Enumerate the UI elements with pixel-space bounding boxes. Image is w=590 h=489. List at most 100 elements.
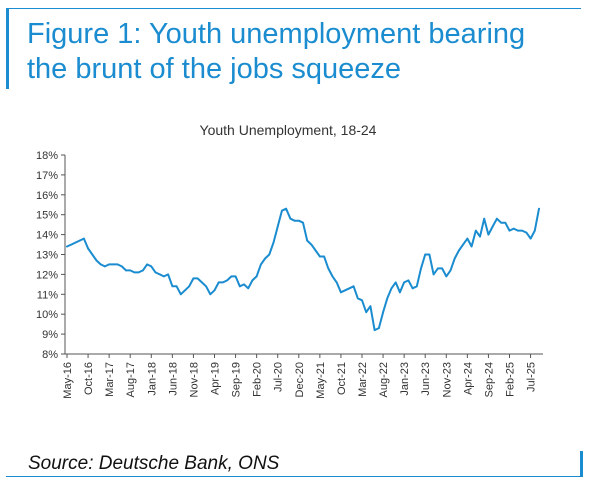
data-point: [205, 285, 207, 288]
data-point: [521, 229, 523, 232]
data-point: [445, 275, 448, 278]
data-point: [116, 263, 119, 266]
data-point: [66, 245, 68, 248]
data-point: [344, 289, 346, 292]
data-point: [335, 281, 338, 284]
y-tick-label: 15%: [36, 210, 58, 222]
data-point: [479, 235, 481, 238]
data-point: [449, 269, 452, 272]
data-point: [348, 287, 351, 290]
y-tick-label: 11%: [37, 289, 58, 301]
data-point: [125, 269, 127, 272]
x-tick-label: Jul-20: [273, 362, 285, 392]
y-tick-label: 14%: [36, 230, 58, 242]
data-point: [264, 257, 266, 260]
data-point: [281, 209, 283, 212]
y-tick-label: 12%: [36, 269, 58, 281]
data-point: [293, 219, 296, 222]
y-axis: 8% 9% 10% 11% 12% 13% 14% 15% 16% 17% 18%: [36, 150, 66, 361]
data-point: [415, 285, 418, 288]
data-point: [500, 221, 502, 224]
x-tick-label: Feb-20: [252, 362, 264, 397]
data-point: [213, 289, 216, 292]
x-tick-label: Apr-19: [210, 362, 222, 395]
x-tick-label: Feb-25: [505, 362, 517, 397]
x-tick-label: Jan-18: [146, 362, 158, 396]
data-point: [331, 275, 334, 278]
x-tick-label: Oct-21: [336, 362, 348, 395]
data-point: [285, 207, 287, 210]
x-tick-label: Sep-24: [483, 362, 495, 397]
data-point: [150, 265, 153, 268]
data-point: [411, 287, 414, 290]
data-point: [470, 245, 473, 248]
data-point: [483, 217, 486, 220]
data-point: [83, 237, 85, 240]
data-point: [87, 247, 89, 250]
data-point: [487, 233, 490, 236]
data-point: [167, 273, 169, 276]
data-point: [394, 281, 397, 284]
data-point: [129, 269, 132, 272]
data-point: [217, 281, 220, 284]
data-point: [272, 241, 275, 244]
x-axis: May-16 Oct-16 Mar-17 Aug-17 Jan-18 Jun-18 Nov-…: [62, 353, 543, 399]
data-point: [517, 229, 519, 232]
figure-title: Figure 1: Youth unemployment bearing the…: [27, 18, 526, 85]
data-point: [365, 311, 368, 314]
data-point: [356, 297, 359, 300]
data-point: [378, 327, 380, 329]
x-tick-label: Oct-16: [83, 362, 95, 395]
data-point: [234, 275, 237, 278]
data-point: [163, 275, 165, 278]
data-point: [188, 285, 191, 288]
y-tick-label: 9%: [42, 329, 58, 341]
y-tick-label: 10%: [36, 309, 58, 321]
data-point: [133, 271, 136, 274]
x-tick-label: Dec-20: [294, 362, 306, 397]
data-point: [403, 281, 405, 284]
y-tick-label: 8%: [42, 349, 58, 361]
data-point: [327, 267, 330, 270]
x-tick-label: Mar-22: [357, 362, 369, 397]
data-point: [373, 329, 376, 331]
data-point: [462, 243, 464, 246]
data-point: [529, 237, 532, 240]
data-point: [458, 249, 460, 252]
figure-title-box: Figure 1: Youth unemployment bearing the…: [6, 8, 581, 89]
data-point: [91, 253, 94, 256]
data-point: [78, 239, 81, 242]
data-point: [112, 263, 115, 266]
data-point: [192, 277, 195, 280]
y-tick-label: 17%: [36, 170, 58, 182]
data-point: [104, 265, 106, 268]
data-point: [70, 243, 73, 246]
chart-title: Youth Unemployment, 18-24: [200, 122, 377, 138]
data-point: [255, 275, 258, 278]
data-point: [230, 275, 233, 278]
data-point: [538, 207, 540, 210]
x-tick-label: Apr-24: [462, 362, 474, 395]
x-tick-label: Jun-18: [167, 362, 179, 396]
data-point: [504, 221, 507, 224]
data-point: [474, 229, 477, 232]
data-point: [390, 287, 393, 290]
x-tick-label: Nov-18: [188, 362, 200, 397]
data-point: [196, 277, 199, 280]
x-tick-label: Aug-17: [125, 362, 137, 397]
data-point: [179, 293, 182, 296]
data-point: [108, 263, 110, 266]
x-tick-label: Nov-23: [441, 362, 453, 397]
x-tick-label: Jul-25: [526, 362, 538, 392]
data-point: [399, 291, 401, 294]
youth-unemployment-chart: Youth Unemployment, 18-24 8% 9% 10% 11% 12% 1…: [36, 122, 543, 399]
data-point: [319, 255, 321, 258]
data-point: [437, 267, 439, 270]
x-tick-label: Sep-19: [231, 362, 243, 397]
data-point: [466, 237, 469, 240]
data-point: [120, 265, 123, 268]
data-point: [533, 229, 536, 232]
x-tick-label: Jun-23: [420, 362, 432, 396]
data-point: [268, 253, 271, 256]
data-point: [340, 291, 342, 294]
